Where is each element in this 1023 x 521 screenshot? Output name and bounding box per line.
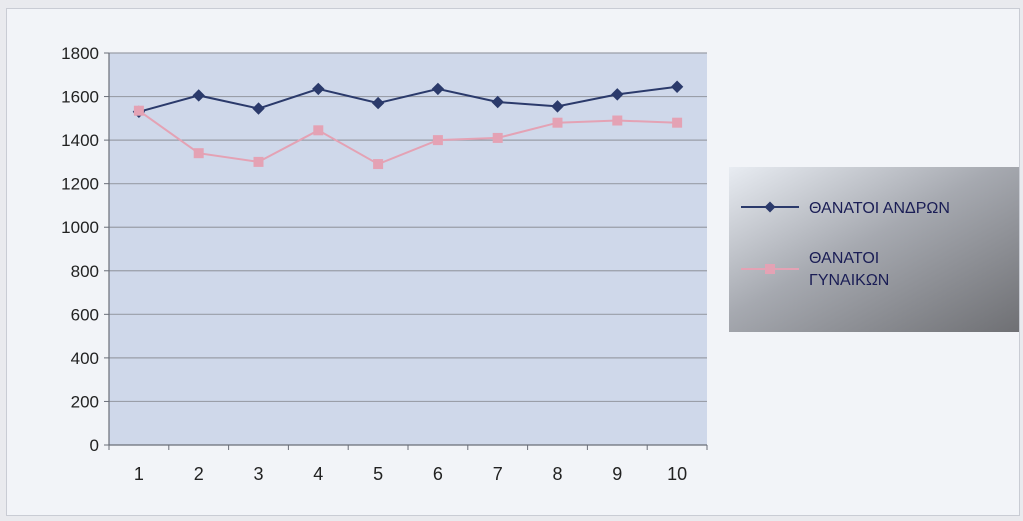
series-2 xyxy=(133,105,683,170)
data-point xyxy=(313,125,324,136)
data-point xyxy=(611,88,624,101)
y-tick-label: 1200 xyxy=(61,175,99,194)
x-tick-label: 5 xyxy=(373,464,383,484)
data-point xyxy=(432,135,443,146)
data-point xyxy=(492,132,503,143)
data-point xyxy=(253,156,264,167)
legend-box xyxy=(729,167,1019,332)
data-point xyxy=(552,117,563,128)
data-point xyxy=(312,82,325,96)
y-tick-label: 600 xyxy=(71,305,99,324)
y-tick-label: 800 xyxy=(71,262,99,281)
legend: ΘΑΝΑΤΟΙ ΑΝΔΡΩΝ ΘΑΝΑΤΟΙ ΓΥΝΑΙΚΩΝ xyxy=(729,167,1019,332)
data-point xyxy=(551,100,564,113)
legend-label: ΘΑΝΑΤΟΙ ΓΥΝΑΙΚΩΝ xyxy=(809,250,889,289)
x-tick-label: 7 xyxy=(493,464,503,484)
data-point xyxy=(491,95,504,109)
data-point xyxy=(371,96,385,110)
legend-swatch-marker xyxy=(765,264,775,274)
chart-frame: 0 200 400 600 800 1000 1200 1400 1600 1800 1 2 3 4 5 6 7… xyxy=(6,8,1020,516)
data-point xyxy=(192,89,205,102)
data-point xyxy=(431,82,445,96)
legend-swatch-marker xyxy=(764,201,776,213)
data-point xyxy=(373,159,384,170)
plot-area xyxy=(109,53,707,445)
x-tick-label: 1 xyxy=(134,464,144,484)
data-point xyxy=(612,115,623,126)
x-tick-label: 10 xyxy=(667,464,687,484)
y-tick-label: 1000 xyxy=(61,218,99,237)
legend-label: ΘΑΝΑΤΟΙ ΑΝΔΡΩΝ xyxy=(809,200,950,217)
y-tick-label: 200 xyxy=(71,392,99,411)
y-tick-label: 0 xyxy=(90,436,99,455)
data-point xyxy=(133,105,144,116)
data-point xyxy=(252,102,265,115)
series-1 xyxy=(132,80,684,119)
y-tick-label: 1400 xyxy=(61,131,99,150)
x-tick-label: 8 xyxy=(552,464,562,484)
x-tick-label: 9 xyxy=(612,464,622,484)
data-point xyxy=(670,80,684,93)
x-tick-label: 6 xyxy=(433,464,443,484)
x-tick-label: 4 xyxy=(313,464,323,484)
line-chart: 0 200 400 600 800 1000 1200 1400 1600 1800 1 2 3 4 5 6 7… xyxy=(61,44,1019,484)
x-tick-label: 2 xyxy=(194,464,204,484)
y-tick-label: 1800 xyxy=(61,44,99,63)
data-point xyxy=(672,117,683,128)
data-point xyxy=(193,148,204,159)
series-line xyxy=(138,85,678,113)
x-tick-label: 3 xyxy=(253,464,263,484)
y-tick-label: 400 xyxy=(71,349,99,368)
series-line xyxy=(138,109,678,166)
y-tick-label: 1600 xyxy=(61,88,99,107)
